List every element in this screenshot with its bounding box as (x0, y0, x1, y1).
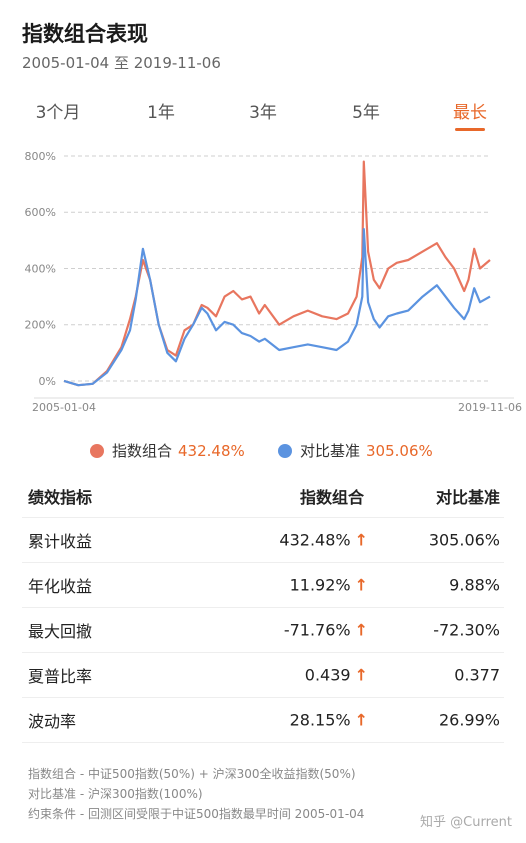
page-title: 指数组合表现 (22, 22, 148, 46)
table-row: 波动率 28.15% ↑ 26.99% (22, 698, 504, 743)
row-label: 波动率 (28, 712, 77, 731)
y-tick-label: 0% (39, 375, 56, 388)
row-portfolio-value: 432.48% ↑ (279, 530, 368, 550)
legend-value-benchmark: 305.06% (366, 441, 433, 460)
header-portfolio: 指数组合 (299, 487, 364, 507)
header-metric: 绩效指标 (28, 487, 93, 507)
series-line-benchmark (63, 228, 491, 387)
row-portfolio-value: 0.439 ↑ (304, 665, 368, 685)
row-portfolio-value: 28.15% ↑ (289, 710, 368, 730)
y-tick-label: 200% (25, 319, 56, 332)
period-tabs: 3个月 1年 3年 5年 最长 (0, 98, 526, 138)
table-row: 年化收益 11.92% ↑ 9.88% (22, 563, 504, 608)
x-tick-label-start: 2005-01-04 (32, 401, 96, 414)
row-label: 年化收益 (28, 577, 93, 596)
performance-table: 绩效指标 指数组合 对比基准 累计收益 432.48% ↑ 305.06% 年化收… (22, 474, 504, 743)
row-benchmark-value: 0.377 (454, 665, 500, 685)
chart-legend: 指数组合 432.48% 对比基准 305.06% (0, 440, 526, 464)
up-arrow-icon: ↑ (354, 710, 368, 730)
legend-value-portfolio: 432.48% (178, 441, 245, 460)
y-tick-label: 400% (25, 262, 56, 275)
up-arrow-icon: ↑ (354, 530, 368, 550)
header-benchmark: 对比基准 (435, 487, 500, 507)
legend-label-portfolio: 指数组合 (112, 442, 173, 460)
legend-dot-portfolio (90, 443, 104, 458)
row-benchmark-value: 26.99% (438, 710, 500, 730)
row-benchmark-value: 9.88% (449, 575, 500, 595)
note-portfolio: 指数组合 - 中证500指数(50%) + 沪深300全收益指数(50%) (28, 767, 356, 781)
legend-dot-benchmark (278, 443, 292, 458)
row-portfolio-value: -71.76% ↑ (283, 620, 368, 640)
up-arrow-icon: ↑ (354, 665, 368, 685)
tab-3-months[interactable]: 3个月 (35, 103, 81, 123)
row-benchmark-value: 305.06% (428, 530, 500, 550)
legend-item-benchmark: 对比基准 305.06% (278, 440, 433, 461)
table-row: 夏普比率 0.439 ↑ 0.377 (22, 653, 504, 698)
legend-item-portfolio: 指数组合 432.48% (90, 440, 245, 461)
row-label: 最大回撤 (28, 622, 93, 641)
date-range: 2005-01-04 至 2019-11-06 (22, 54, 221, 72)
tab-5-years[interactable]: 5年 (352, 103, 380, 123)
row-portfolio-value: 11.92% ↑ (289, 575, 368, 595)
performance-chart: 800% 600% 400% 200% 0% 2005-01-04 2019-11-06 (25, 150, 522, 414)
tab-3-years[interactable]: 3年 (249, 103, 277, 123)
table-row: 最大回撤 -71.76% ↑ -72.30% (22, 608, 504, 653)
up-arrow-icon: ↑ (354, 620, 368, 640)
note-constraint: 约束条件 - 回测区间受限于中证500指数最早时间 2005-01-04 (28, 807, 365, 821)
active-tab-indicator (455, 128, 485, 131)
x-tick-label-end: 2019-11-06 (458, 401, 522, 414)
footnotes: 指数组合 - 中证500指数(50%) + 沪深300全收益指数(50%) 对比… (28, 764, 364, 824)
row-label: 夏普比率 (28, 667, 93, 686)
table-header: 绩效指标 指数组合 对比基准 (22, 474, 504, 518)
note-benchmark: 对比基准 - 沪深300指数(100%) (28, 787, 203, 801)
row-benchmark-value: -72.30% (433, 620, 500, 640)
y-tick-label: 800% (25, 150, 56, 163)
watermark: 知乎 @Current (420, 815, 512, 830)
tab-longest[interactable]: 最长 (453, 98, 487, 131)
up-arrow-icon: ↑ (354, 575, 368, 595)
legend-label-benchmark: 对比基准 (300, 442, 361, 460)
row-label: 累计收益 (28, 532, 93, 551)
y-tick-label: 600% (25, 206, 56, 219)
tab-1-year[interactable]: 1年 (147, 103, 175, 123)
table-row: 累计收益 432.48% ↑ 305.06% (22, 518, 504, 563)
series-line-portfolio (63, 160, 491, 387)
